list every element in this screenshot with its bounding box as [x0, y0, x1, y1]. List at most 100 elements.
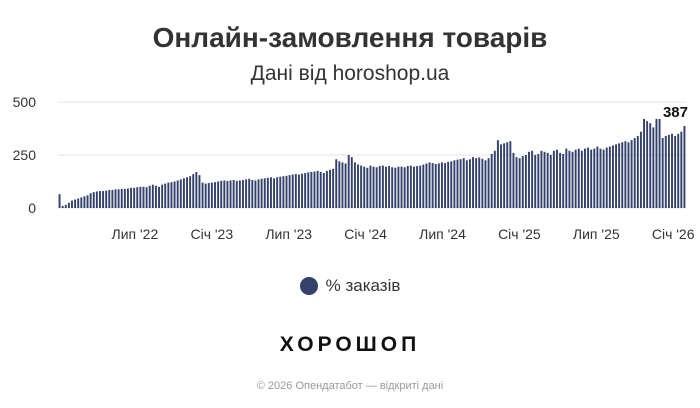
- bar[interactable]: [270, 177, 272, 208]
- bar[interactable]: [428, 162, 431, 208]
- bar[interactable]: [291, 174, 294, 209]
- bar[interactable]: [677, 133, 680, 208]
- bar[interactable]: [173, 181, 176, 209]
- bar[interactable]: [465, 160, 468, 208]
- bar[interactable]: [397, 166, 400, 208]
- bar[interactable]: [245, 179, 248, 208]
- bar[interactable]: [273, 178, 276, 208]
- bar[interactable]: [413, 166, 415, 208]
- bar[interactable]: [363, 166, 366, 208]
- bar[interactable]: [266, 177, 269, 208]
- bar[interactable]: [493, 150, 496, 208]
- bar[interactable]: [61, 205, 64, 208]
- bar[interactable]: [462, 158, 465, 208]
- bar[interactable]: [627, 142, 630, 208]
- bar[interactable]: [130, 187, 133, 208]
- bar[interactable]: [481, 158, 484, 208]
- bar[interactable]: [161, 184, 164, 208]
- bar[interactable]: [71, 200, 73, 208]
- bar[interactable]: [319, 171, 322, 208]
- bar[interactable]: [447, 161, 450, 208]
- bar[interactable]: [316, 170, 319, 208]
- bar[interactable]: [301, 173, 304, 208]
- bar[interactable]: [490, 153, 493, 208]
- bar[interactable]: [375, 167, 378, 208]
- bar[interactable]: [658, 118, 661, 208]
- bar[interactable]: [683, 125, 686, 208]
- bar[interactable]: [577, 148, 580, 208]
- bar[interactable]: [310, 171, 313, 208]
- bar[interactable]: [633, 138, 636, 208]
- bar[interactable]: [139, 186, 142, 208]
- bar[interactable]: [142, 186, 145, 208]
- bar[interactable]: [372, 166, 375, 208]
- bar[interactable]: [279, 176, 282, 208]
- bar[interactable]: [590, 149, 593, 208]
- bar[interactable]: [220, 180, 223, 208]
- bar[interactable]: [164, 183, 167, 208]
- bar[interactable]: [671, 133, 673, 208]
- bar[interactable]: [242, 180, 244, 208]
- bar[interactable]: [664, 135, 667, 208]
- bar[interactable]: [661, 138, 664, 208]
- bar[interactable]: [151, 184, 154, 208]
- bar[interactable]: [615, 144, 618, 208]
- bar[interactable]: [341, 162, 344, 208]
- bar[interactable]: [484, 160, 487, 208]
- bar[interactable]: [618, 143, 621, 208]
- bar[interactable]: [568, 150, 571, 208]
- bar[interactable]: [608, 146, 611, 208]
- bar[interactable]: [391, 167, 394, 208]
- bar[interactable]: [596, 146, 599, 208]
- bar[interactable]: [453, 160, 456, 208]
- bar[interactable]: [422, 164, 425, 208]
- bar[interactable]: [114, 189, 117, 208]
- bar[interactable]: [102, 191, 105, 208]
- bar[interactable]: [434, 163, 437, 208]
- bar[interactable]: [108, 189, 111, 208]
- bar[interactable]: [472, 157, 475, 208]
- bar[interactable]: [195, 171, 198, 208]
- bar[interactable]: [549, 155, 552, 208]
- bar[interactable]: [360, 165, 363, 208]
- bar[interactable]: [210, 182, 213, 208]
- bar[interactable]: [602, 149, 605, 208]
- bar[interactable]: [593, 148, 596, 208]
- bar[interactable]: [459, 159, 462, 208]
- bar[interactable]: [524, 155, 527, 208]
- bar[interactable]: [235, 180, 238, 208]
- bar[interactable]: [518, 158, 521, 208]
- bar[interactable]: [223, 180, 226, 208]
- legend[interactable]: % заказів: [0, 276, 700, 296]
- bar[interactable]: [611, 145, 614, 208]
- bar[interactable]: [338, 161, 341, 208]
- bar[interactable]: [217, 181, 220, 209]
- bar[interactable]: [381, 165, 384, 208]
- bar[interactable]: [621, 142, 624, 208]
- bar[interactable]: [584, 148, 586, 208]
- bar[interactable]: [562, 153, 565, 208]
- bar[interactable]: [77, 198, 80, 208]
- bar[interactable]: [257, 179, 260, 208]
- bar[interactable]: [307, 172, 310, 208]
- bar[interactable]: [167, 182, 170, 208]
- bar[interactable]: [509, 141, 512, 208]
- bar[interactable]: [83, 196, 86, 208]
- bar[interactable]: [332, 168, 335, 208]
- bar[interactable]: [531, 150, 534, 208]
- bar[interactable]: [251, 180, 254, 208]
- bar[interactable]: [232, 180, 235, 208]
- bar[interactable]: [540, 150, 543, 208]
- bar[interactable]: [680, 131, 683, 208]
- bar[interactable]: [388, 166, 391, 208]
- bar[interactable]: [546, 152, 549, 208]
- bar[interactable]: [605, 147, 608, 208]
- bar[interactable]: [248, 178, 251, 208]
- bar[interactable]: [89, 193, 92, 208]
- bar[interactable]: [74, 199, 77, 208]
- bar[interactable]: [487, 158, 490, 208]
- bar[interactable]: [394, 167, 397, 208]
- bar[interactable]: [214, 182, 216, 208]
- bar[interactable]: [170, 182, 173, 208]
- bar[interactable]: [67, 202, 70, 208]
